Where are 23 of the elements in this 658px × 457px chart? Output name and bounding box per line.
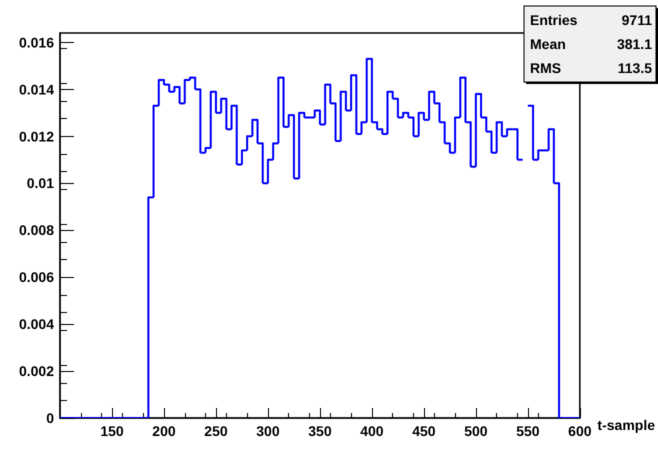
x-tick-label: 450 bbox=[412, 423, 436, 439]
x-tick-label: 350 bbox=[308, 423, 332, 439]
y-tick-label: 0.008 bbox=[18, 222, 54, 238]
x-tick-label: 300 bbox=[256, 423, 280, 439]
x-tick-label: 200 bbox=[152, 423, 176, 439]
y-tick-label: 0.014 bbox=[18, 81, 54, 98]
y-tick-label: 0.002 bbox=[18, 363, 54, 380]
x-tick-label: 250 bbox=[204, 423, 228, 439]
x-tick-label: 550 bbox=[516, 423, 540, 439]
x-tick-label: 400 bbox=[360, 423, 384, 439]
y-tick-label: 0.016 bbox=[18, 34, 54, 50]
y-tick-label: 0.006 bbox=[18, 269, 54, 286]
y-tick-label: 0 bbox=[46, 410, 54, 426]
y-tick-label: 0.012 bbox=[18, 128, 54, 144]
x-axis-title: t-sample bbox=[597, 417, 656, 433]
x-tick-label: 600 bbox=[568, 423, 592, 439]
y-tick-label: 0.01 bbox=[26, 175, 54, 192]
text: Mean 381.1 bbox=[530, 36, 652, 52]
text: Entries 9711 bbox=[530, 12, 652, 28]
x-tick-label: 500 bbox=[464, 423, 488, 439]
y-tick-label: 0.004 bbox=[18, 316, 54, 332]
x-tick-label: 150 bbox=[100, 423, 124, 439]
text: RMS 113.5 bbox=[530, 60, 652, 76]
